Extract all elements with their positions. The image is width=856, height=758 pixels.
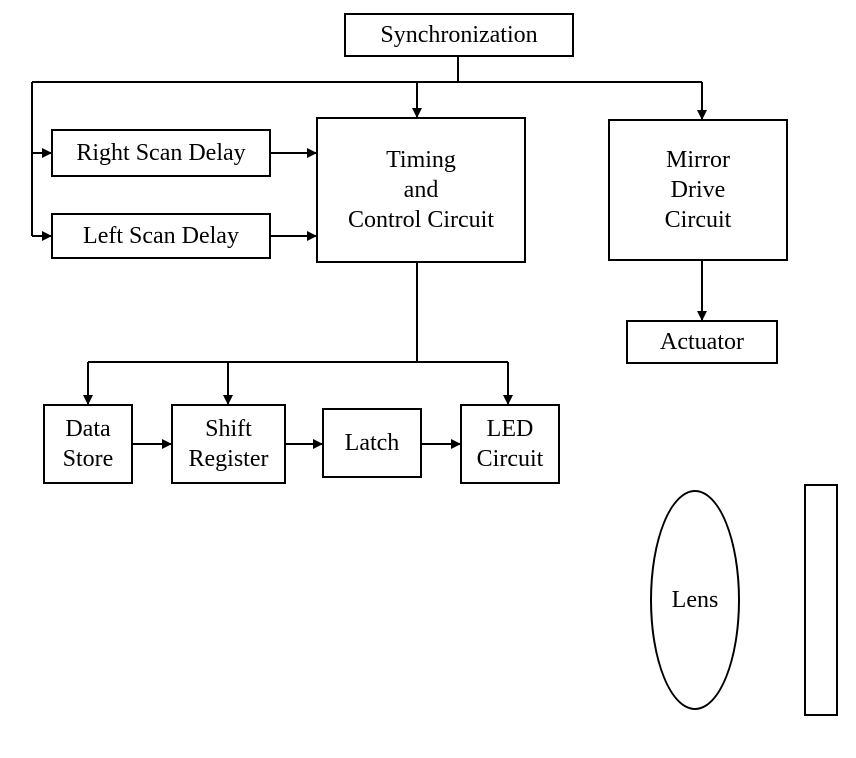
node-label: Left Scan Delay <box>83 221 239 251</box>
node-label: LED Circuit <box>477 414 544 474</box>
node-label: Latch <box>345 428 400 458</box>
node-timing-control-circuit: Timing and Control Circuit <box>316 117 526 263</box>
node-label: Actuator <box>660 327 744 357</box>
node-label: Shift Register <box>189 414 269 474</box>
node-actuator: Actuator <box>626 320 778 364</box>
node-right-scan-delay: Right Scan Delay <box>51 129 271 177</box>
node-label: Right Scan Delay <box>76 138 245 168</box>
node-shift-register: Shift Register <box>171 404 286 484</box>
node-synchronization: Synchronization <box>344 13 574 57</box>
node-left-scan-delay: Left Scan Delay <box>51 213 271 259</box>
node-led-circuit: LED Circuit <box>460 404 560 484</box>
node-label: Synchronization <box>380 20 537 50</box>
node-label: Data Store <box>63 414 114 474</box>
node-latch: Latch <box>322 408 422 478</box>
node-label: Timing and Control Circuit <box>348 145 494 235</box>
node-mirror-drive-circuit: Mirror Drive Circuit <box>608 119 788 261</box>
node-label: Lens <box>672 587 719 614</box>
node-lens: Lens <box>650 490 740 710</box>
diagram-canvas: Synchronization Right Scan Delay Left Sc… <box>0 0 856 758</box>
node-label: Mirror Drive Circuit <box>665 145 732 235</box>
node-bar <box>804 484 838 716</box>
node-data-store: Data Store <box>43 404 133 484</box>
